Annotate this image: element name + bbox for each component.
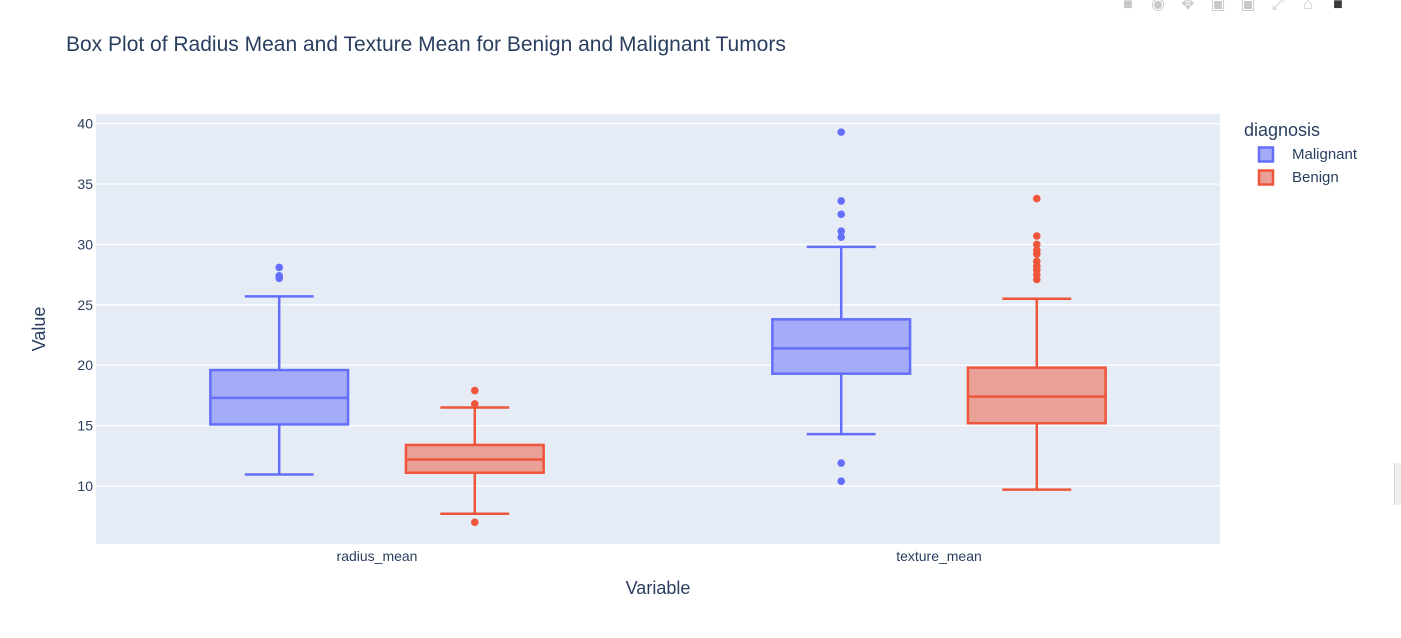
plotly-logo-icon[interactable]: ■ bbox=[1333, 0, 1343, 13]
x-tick-labels: radius_mean texture_mean bbox=[337, 548, 982, 564]
y-tick-label: 40 bbox=[77, 116, 93, 132]
plot-area bbox=[96, 114, 1220, 544]
x-tick-label: radius_mean bbox=[337, 548, 418, 564]
outlier-point bbox=[837, 197, 846, 205]
box-malignant-texture_mean[interactable] bbox=[771, 128, 912, 485]
outlier-point bbox=[470, 518, 479, 527]
y-axis-title: Value bbox=[29, 307, 49, 352]
box-traces[interactable] bbox=[209, 128, 1107, 527]
outlier-point bbox=[837, 128, 846, 136]
iqr-box bbox=[771, 318, 912, 375]
y-tick-label: 30 bbox=[77, 236, 93, 252]
outlier-point bbox=[275, 263, 284, 272]
y-tick-label: 25 bbox=[77, 297, 93, 313]
box-benign-radius_mean[interactable] bbox=[404, 386, 545, 527]
outlier-point bbox=[1032, 194, 1041, 203]
y-tick-labels: 10 15 20 25 30 35 40 bbox=[77, 116, 93, 494]
scrollbar-thumb[interactable] bbox=[1394, 463, 1401, 505]
box-benign-texture_mean[interactable] bbox=[966, 194, 1107, 491]
outlier-point bbox=[470, 400, 479, 408]
legend-label: Benign bbox=[1292, 169, 1339, 186]
zoom-out-icon[interactable]: ▣ bbox=[1240, 0, 1256, 13]
outlier-point bbox=[837, 227, 846, 235]
zoom-in-icon[interactable]: ▣ bbox=[1210, 0, 1226, 13]
outlier-point bbox=[837, 477, 846, 485]
outlier-point bbox=[275, 272, 284, 280]
outlier-point bbox=[1032, 240, 1041, 249]
x-axis-title: Variable bbox=[626, 578, 691, 598]
outlier-point bbox=[1032, 246, 1041, 255]
legend-title: diagnosis bbox=[1244, 120, 1320, 140]
x-tick-label: texture_mean bbox=[896, 548, 982, 564]
legend-item-benign[interactable]: Benign bbox=[1257, 169, 1339, 186]
legend-swatch bbox=[1257, 169, 1275, 186]
outlier-point bbox=[1032, 257, 1041, 266]
legend-label: Malignant bbox=[1292, 146, 1358, 163]
y-tick-label: 35 bbox=[77, 176, 93, 192]
outlier-point bbox=[470, 386, 479, 395]
outlier-point bbox=[837, 459, 846, 467]
box-malignant-radius_mean[interactable] bbox=[209, 263, 350, 476]
zoom-icon[interactable]: ◉ bbox=[1151, 0, 1165, 13]
chart-title: Box Plot of Radius Mean and Texture Mean… bbox=[66, 33, 786, 56]
home-icon[interactable]: ⌂ bbox=[1303, 0, 1313, 13]
pan-icon[interactable]: ✥ bbox=[1181, 0, 1195, 13]
legend-item-malignant[interactable]: Malignant bbox=[1257, 146, 1358, 163]
legend-swatch bbox=[1257, 146, 1275, 163]
camera-icon[interactable]: ■ bbox=[1123, 0, 1133, 13]
legend-items[interactable]: Malignant Benign bbox=[1257, 146, 1358, 186]
outlier-point bbox=[837, 233, 846, 242]
y-tick-label: 10 bbox=[77, 478, 93, 494]
modebar: ■ ◉ ✥ ▣ ▣ ⤢ ⌂ ■ bbox=[1118, 0, 1401, 14]
legend: diagnosis Malignant Benign bbox=[1244, 120, 1358, 186]
outlier-point bbox=[837, 210, 846, 219]
y-tick-label: 20 bbox=[77, 357, 93, 373]
outlier-point bbox=[1032, 232, 1041, 240]
autoscale-icon[interactable]: ⤢ bbox=[1271, 0, 1285, 13]
y-tick-label: 15 bbox=[77, 418, 93, 434]
